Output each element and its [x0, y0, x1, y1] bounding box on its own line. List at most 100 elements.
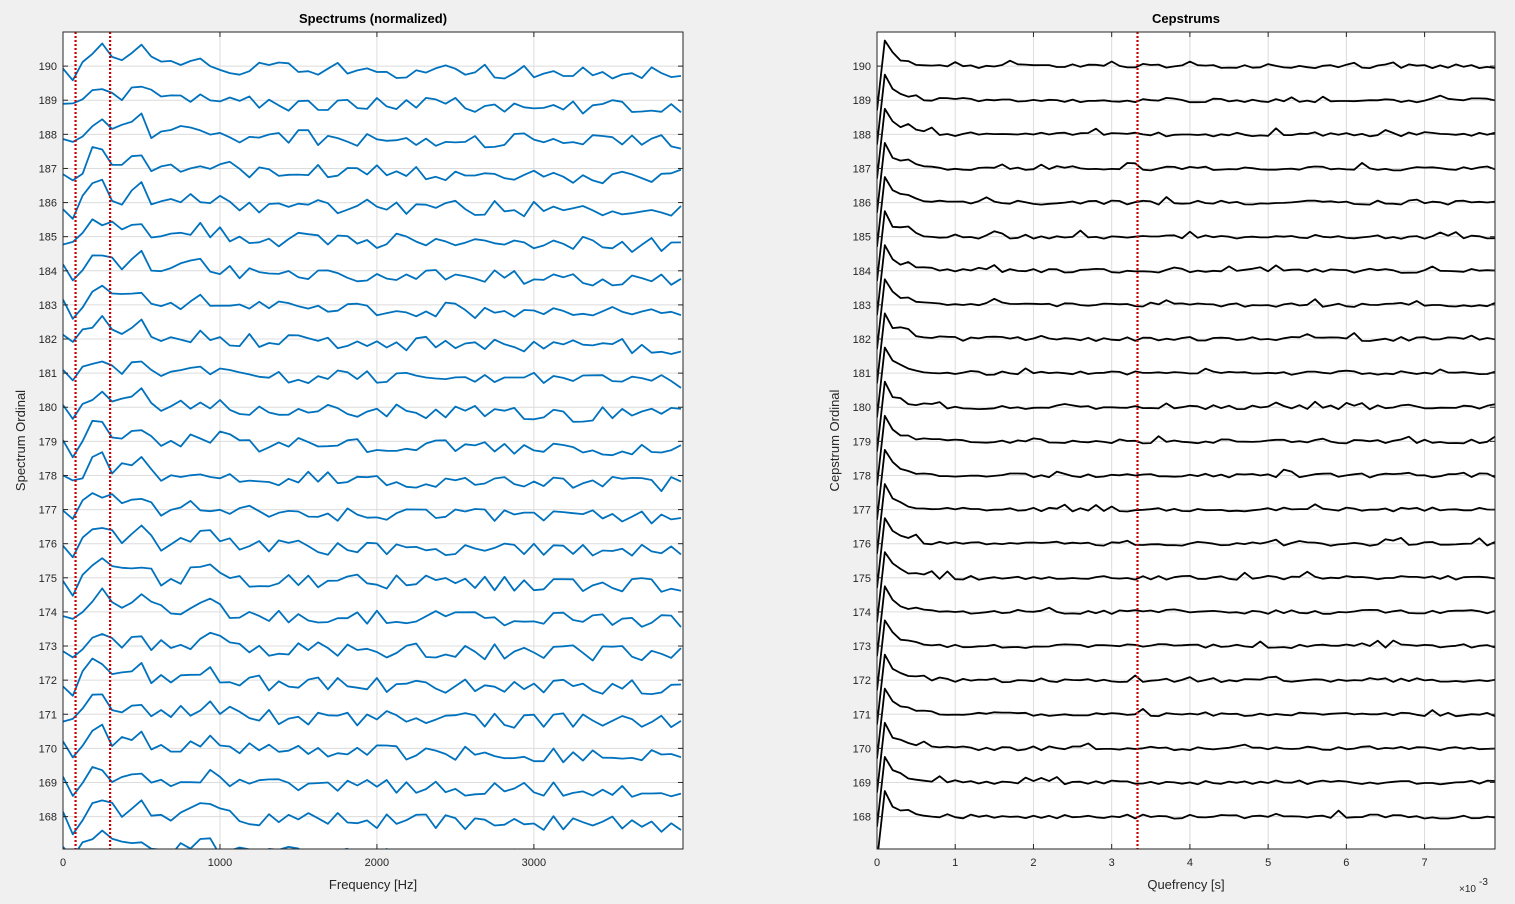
x-tick-label: 6	[1343, 857, 1349, 869]
y-tick-label: 183	[39, 300, 57, 312]
y-tick-label: 186	[39, 198, 57, 210]
y-tick-label: 179	[853, 436, 871, 448]
series-line-180	[877, 380, 1495, 452]
y-tick-label: 180	[853, 402, 871, 414]
x-tick-label: 1000	[208, 857, 232, 869]
series-line-177	[63, 492, 682, 525]
series-line-176	[877, 517, 1495, 589]
y-tick-label: 177	[853, 505, 871, 517]
y-tick-label: 172	[39, 675, 57, 687]
x-exponent-label: ×10	[1459, 884, 1476, 895]
series-line-181	[63, 360, 682, 389]
series-line-182	[63, 315, 682, 355]
chart-title: Spectrums (normalized)	[299, 11, 447, 26]
series-line-172	[877, 653, 1495, 725]
x-tick-label: 2000	[365, 857, 389, 869]
y-tick-label: 185	[39, 232, 57, 244]
y-tick-label: 175	[853, 573, 871, 585]
series-line-190	[877, 39, 1495, 111]
series-line-176	[63, 524, 682, 559]
series-line-188	[877, 107, 1495, 179]
y-tick-label: 179	[39, 436, 57, 448]
x-exponent-power: -3	[1479, 877, 1488, 888]
x-axis-label: Frequency [Hz]	[329, 877, 417, 892]
series-line-169	[877, 756, 1495, 827]
series-line-184	[877, 244, 1495, 316]
y-tick-label: 183	[853, 300, 871, 312]
y-tick-label: 178	[853, 470, 871, 482]
y-tick-label: 184	[39, 266, 57, 278]
y-tick-label: 175	[39, 573, 57, 585]
x-tick-label: 2	[1030, 857, 1036, 869]
x-tick-label: 1	[952, 857, 958, 869]
y-tick-label: 169	[853, 777, 871, 789]
y-tick-label: 171	[39, 709, 57, 721]
series-line-186	[63, 178, 682, 220]
cepstrum-axes: 0 1 2 3 4 5 6 7 168 169 170 171 172 173 174 175 176 177 17…	[827, 11, 1496, 895]
series-line-174	[877, 585, 1495, 657]
series-line-181	[877, 346, 1495, 418]
series-line-178	[63, 451, 682, 493]
y-tick-label: 181	[853, 368, 871, 380]
series-line-178	[877, 449, 1495, 520]
spectrum-axes: 0 1000 2000 3000 168 169 170 171 172 173 174 175 176…	[13, 11, 684, 892]
y-tick-label: 168	[853, 812, 871, 824]
y-tick-label: 176	[853, 539, 871, 551]
y-tick-label: 187	[39, 163, 57, 175]
x-tick-label: 0	[874, 857, 880, 869]
series-line-177	[877, 483, 1495, 554]
series-line-175	[63, 557, 682, 597]
y-tick-label: 172	[853, 675, 871, 687]
series-line-180	[63, 387, 682, 423]
series-line-175	[877, 551, 1495, 623]
series-line-182	[877, 312, 1495, 384]
y-tick-label: 180	[39, 402, 57, 414]
series-line-183	[63, 284, 682, 320]
y-tick-label: 185	[853, 232, 871, 244]
series-line-170	[877, 721, 1495, 793]
series-line-189	[63, 85, 682, 115]
series-line-190	[63, 42, 682, 82]
series-line-170	[63, 723, 682, 764]
y-tick-label: 178	[39, 470, 57, 482]
y-tick-label: 189	[853, 95, 871, 107]
y-tick-label: 176	[39, 539, 57, 551]
y-tick-label: 190	[39, 61, 57, 73]
y-tick-label: 170	[853, 743, 871, 755]
series-line-184	[63, 249, 682, 287]
series-line-179	[877, 414, 1495, 486]
y-tick-label: 169	[39, 777, 57, 789]
y-tick-label: 170	[39, 743, 57, 755]
series-line-168	[877, 790, 1495, 849]
series-line-187	[877, 142, 1495, 213]
series-line-188	[63, 112, 682, 150]
x-tick-label: 3000	[522, 857, 546, 869]
series-line-168	[63, 799, 682, 836]
y-tick-label: 186	[853, 198, 871, 210]
y-tick-label: 171	[853, 709, 871, 721]
y-tick-label: 182	[39, 334, 57, 346]
y-tick-label: 181	[39, 368, 57, 380]
series-line-185	[877, 210, 1495, 282]
y-tick-label: 174	[853, 607, 871, 619]
x-tick-label: 4	[1187, 857, 1193, 869]
y-tick-label: 168	[39, 812, 57, 824]
series-line-187	[63, 146, 682, 185]
axes-box	[62, 31, 684, 850]
series-line-171	[877, 687, 1495, 759]
series-line-173	[63, 631, 682, 662]
y-tick-label: 173	[853, 641, 871, 653]
series-line-169	[63, 766, 682, 798]
y-tick-label: 188	[853, 129, 871, 141]
series-line-172	[63, 657, 682, 697]
y-tick-label: 174	[39, 607, 57, 619]
x-tick-label: 0	[60, 857, 66, 869]
series-line-171	[63, 693, 682, 729]
x-tick-label: 7	[1422, 857, 1428, 869]
y-tick-label: 190	[853, 61, 871, 73]
x-tick-label: 5	[1265, 857, 1271, 869]
y-tick-label: 184	[853, 266, 871, 278]
x-axis-label: Quefrency [s]	[1147, 877, 1224, 892]
y-tick-label: 187	[853, 163, 871, 175]
x-tick-label: 3	[1109, 857, 1115, 869]
